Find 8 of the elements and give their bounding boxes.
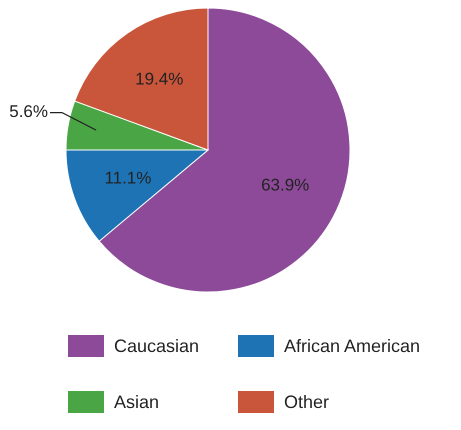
data-label: 63.9% [261,176,310,195]
data-label: 11.1% [104,168,152,188]
legend-label: African American [284,336,420,356]
legend-label: Asian [114,392,160,412]
data-label: 19.4% [135,70,184,89]
legend-label: Caucasian [114,336,200,356]
legend-label: Other [284,392,330,412]
data-label: 5.6% [9,102,48,122]
